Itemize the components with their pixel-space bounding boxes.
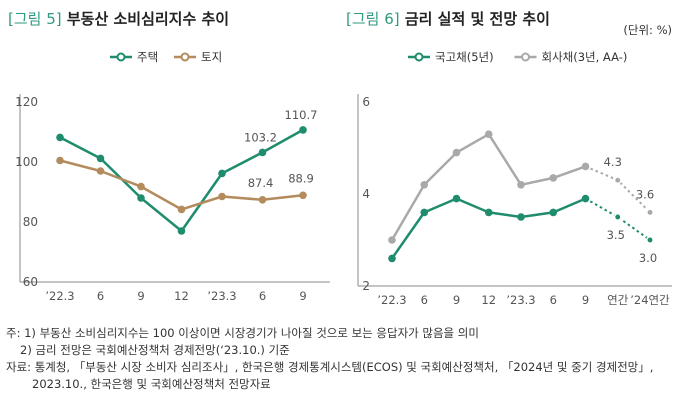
chart2-series-line	[390, 132, 586, 241]
chart1-data-point	[299, 126, 307, 134]
footnote-1: 주: 1) 부동산 소비심리지수는 100 이상이면 시장경기가 나아질 것으로…	[6, 326, 479, 340]
chart1-title: [그림 5] 부동산 소비심리지수 추이	[8, 8, 229, 29]
chart1-data-point	[258, 196, 267, 204]
chart2-data-point	[646, 208, 654, 217]
chart1-data-point	[218, 192, 226, 201]
chart2-tag: [그림 6]	[346, 10, 400, 28]
chart2-x-tick-label: 9	[582, 293, 589, 307]
chart1-data-point	[177, 205, 186, 214]
chart1-y-tick-label: 120	[15, 95, 38, 109]
chart2-forecast-line	[585, 197, 651, 241]
chart2-legend-marker	[521, 52, 530, 62]
chart2-data-point	[613, 176, 622, 185]
footnotes: 주: 1) 부동산 소비심리지수는 100 이상이면 시장경기가 나아질 것으로…	[6, 325, 653, 393]
chart2-data-point	[452, 148, 461, 157]
chart2-data-label: 4.3	[604, 155, 622, 169]
chart1-title-text: 부동산 소비심리지수 추이	[66, 10, 230, 28]
footnote-2: 2) 금리 전망은 국회예산정책처 경제전망(‘23.10.) 기준	[20, 343, 290, 357]
chart2-data-label: 3.0	[639, 251, 657, 265]
chart1-data-label: 88.9	[288, 171, 314, 185]
chart2-x-tick-label: 12	[481, 293, 496, 307]
chart1-data-point	[258, 148, 267, 157]
chart2-data-point	[646, 236, 654, 244]
chart1-data-point	[177, 227, 186, 235]
chart2-x-tick-label: 연간	[607, 293, 629, 307]
chart2-data-point	[388, 254, 396, 263]
chart1-legend-marker	[180, 52, 190, 62]
chart2-title: [그림 6] 금리 실적 및 전망 추이	[346, 8, 550, 29]
chart2-data-label: 3.6	[636, 187, 654, 201]
chart1-data-label: 87.4	[248, 176, 274, 190]
chart2-legend-marker	[414, 52, 424, 62]
chart2-data-point	[420, 181, 429, 189]
chart2-unit-label: (단위: %)	[623, 23, 672, 37]
chart2-data-point	[452, 194, 461, 203]
chart2-data-point	[581, 194, 590, 203]
chart2-title-text: 금리 실적 및 전망 추이	[404, 10, 550, 28]
chart2-data-point	[420, 208, 429, 217]
chart2-x-tick-label: ’24연간	[630, 293, 670, 307]
chart2-y-tick-label: 6	[362, 95, 370, 109]
chart1-x-tick-label: 6	[97, 289, 104, 303]
chart1-data-point	[96, 167, 105, 175]
charts-canvas: (단위: %) 60 80 100 120 ’22.3 6 9 12 ’23.3 6 9 주택 토지 10…	[15, 23, 672, 307]
chart2-data-point	[484, 130, 493, 138]
chart2-x-tick-label: ’23.3	[506, 293, 535, 307]
chart1-y-tick-label: 60	[23, 275, 38, 289]
chart2-x-tick-label: ’22.3	[377, 293, 406, 307]
chart1-x-tick-label: 12	[174, 289, 189, 303]
chart1-y-tick-label: 100	[15, 155, 38, 169]
chart1-data-point	[96, 154, 105, 163]
chart1-legend-label: 주택	[137, 50, 158, 64]
chart2-x-tick-label: 6	[421, 293, 428, 307]
chart1-x-tick-label: ’22.3	[45, 289, 74, 303]
chart1-data-point	[137, 194, 145, 202]
source-line-1: 자료: 통계청, 「부동산 시장 소비자 심리조사」, 한국은행 경제통계시스템…	[6, 360, 654, 374]
chart2-y-tick-label: 4	[362, 187, 370, 201]
chart2-data-point	[517, 213, 525, 221]
chart2-legend-label: 회사채(3년, AA-)	[542, 50, 628, 64]
chart2-data-point	[517, 181, 525, 189]
chart2-data-point	[613, 213, 622, 221]
chart1-data-point	[56, 156, 64, 165]
chart1-sentiment-index: 60 80 100 120 ’22.3 6 9 12 ’23.3 6 9 주택 토지 103.2 110.7…	[15, 50, 330, 303]
chart1-data-point	[137, 182, 145, 191]
chart2-legend-label: 국고채(5년)	[435, 50, 494, 64]
chart1-y-tick-label: 80	[23, 215, 38, 229]
chart1-data-point	[218, 169, 226, 178]
chart1-data-label: 110.7	[285, 108, 318, 122]
chart1-legend-marker	[116, 52, 126, 62]
chart1-x-tick-label: 9	[299, 289, 306, 303]
chart2-series-line	[390, 197, 586, 260]
chart1-data-point	[56, 133, 64, 142]
chart1-data-point	[299, 191, 307, 200]
chart1-data-label: 103.2	[244, 130, 277, 144]
chart2-data-point	[549, 208, 558, 217]
chart2-data-point	[484, 208, 493, 217]
source-line-2: 2023.10., 한국은행 및 국회예산정책처 전망자료	[32, 377, 271, 391]
chart2-data-point	[581, 162, 590, 171]
chart2-x-tick-label: 6	[550, 293, 557, 307]
chart2-data-point	[388, 236, 396, 244]
chart1-x-tick-label: 6	[259, 289, 266, 303]
chart1-x-tick-label: ’23.3	[207, 289, 236, 303]
chart1-tag: [그림 5]	[8, 10, 62, 28]
chart1-x-tick-label: 9	[137, 289, 144, 303]
chart2-x-tick-label: 9	[453, 293, 460, 307]
chart1-legend-label: 토지	[201, 50, 222, 64]
chart2-data-point	[549, 174, 558, 182]
chart2-y-tick-label: 2	[362, 279, 370, 293]
chart2-data-label: 3.5	[607, 228, 625, 242]
chart2-interest-rates: 2 4 6 ’22.3 6 9 12 ’23.3 6 9 연간 ’24연간 국고채(5년) 회사채(3년,…	[357, 50, 672, 307]
